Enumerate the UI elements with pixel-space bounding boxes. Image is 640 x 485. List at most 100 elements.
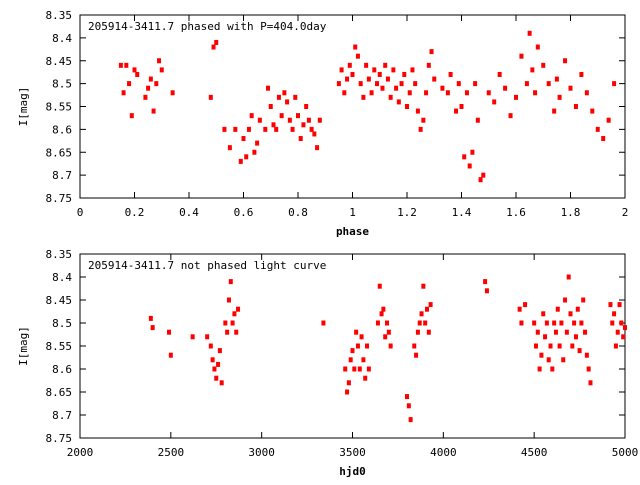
phased-data-point (527, 30, 532, 36)
phased-data-point (304, 104, 309, 109)
unphased-data-point (553, 329, 558, 335)
phased-x-tick-label: 2 (622, 206, 629, 219)
phased-data-point (135, 71, 140, 77)
unphased-data-point (584, 352, 589, 358)
phased-data-point (276, 94, 281, 100)
unphased-data-point (533, 343, 538, 349)
phased-data-point (573, 104, 578, 109)
unphased-data-point (623, 325, 627, 331)
phased-data-point (612, 81, 617, 87)
phased-data-point (478, 177, 483, 183)
unphased-y-tick-label: 8.4 (52, 271, 72, 284)
phased-data-point (222, 126, 227, 132)
phased-data-point (402, 71, 407, 77)
phased-data-point (426, 62, 431, 68)
phased-data-point (252, 149, 257, 155)
phased-data-point (391, 67, 396, 73)
phased-data-point (481, 172, 486, 178)
unphased-data-point (210, 357, 215, 363)
phased-light-curve-panel: 205914-3411.7 phased with P=404.0day pha… (17, 9, 628, 238)
phased-data-point (214, 39, 219, 45)
unphased-data-point (566, 274, 571, 280)
unphased-plot-title: 205914-3411.7 not phased light curve (88, 259, 326, 272)
unphased-data-point (570, 343, 575, 349)
unphased-data-point (226, 297, 231, 303)
unphased-data-point (405, 394, 409, 400)
unphased-data-point (345, 389, 350, 395)
phased-data-point (249, 113, 254, 119)
unphased-data-point (236, 306, 241, 312)
phased-data-point (552, 108, 557, 114)
unphased-data-point (361, 357, 366, 363)
unphased-x-tick-label: 3500 (339, 446, 366, 459)
phased-data-point (456, 81, 461, 87)
phased-x-tick-label: 1.6 (506, 206, 526, 219)
unphased-data-point (575, 306, 580, 312)
phased-data-point (464, 90, 469, 96)
phased-data-point (257, 117, 262, 123)
phased-data-point (584, 90, 589, 96)
unphased-data-point (586, 366, 591, 372)
unphased-data-point (561, 357, 566, 363)
phased-data-point (380, 85, 385, 91)
phased-data-point (475, 117, 480, 123)
phased-data-point (274, 126, 279, 132)
unphased-data-point (483, 279, 488, 285)
unphased-y-tick-label: 8.6 (52, 363, 72, 376)
phased-data-point (530, 67, 535, 73)
phased-x-tick-label: 0.8 (288, 206, 308, 219)
unphased-data-point (588, 380, 593, 386)
unphased-light-curve-panel: 205914-3411.7 not phased light curve hjd… (17, 248, 638, 478)
phased-data-point (287, 117, 292, 123)
unphased-y-tick-label: 8.35 (46, 248, 73, 261)
phased-data-point (211, 44, 216, 50)
phased-data-point (315, 145, 320, 151)
unphased-data-point (484, 288, 489, 294)
phased-x-axis-label: phase (336, 225, 369, 238)
unphased-data-points (148, 274, 627, 423)
unphased-data-point (517, 306, 522, 312)
phased-data-point (514, 94, 518, 100)
phased-data-point (424, 90, 429, 96)
unphased-data-point (423, 320, 428, 326)
phased-data-point (394, 85, 399, 91)
unphased-data-point (212, 366, 217, 372)
phased-data-point (445, 90, 450, 96)
phased-y-tick-label: 8.7 (52, 169, 72, 182)
phased-data-point (533, 90, 538, 96)
phased-y-tick-label: 8.45 (46, 55, 73, 68)
phased-data-point (121, 90, 126, 96)
phased-data-point (383, 62, 388, 68)
phased-data-point (255, 140, 260, 146)
phased-data-point (241, 136, 246, 142)
phased-data-point (410, 67, 415, 73)
unphased-data-point (563, 297, 568, 303)
unphased-data-point (386, 329, 391, 335)
unphased-data-point (228, 279, 233, 285)
phased-x-ticks: 0 0.2 0.4 0.6 0.8 1 1.2 1.4 1.6 1.8 2 (77, 15, 629, 219)
unphased-data-point (612, 311, 617, 317)
phased-data-point (375, 81, 380, 87)
phased-data-point (405, 104, 409, 109)
phased-data-point (590, 108, 595, 114)
phased-data-point (132, 67, 137, 73)
unphased-data-point (214, 375, 219, 381)
unphased-data-point (234, 329, 239, 335)
unphased-data-point (537, 366, 542, 372)
unphased-data-point (519, 320, 524, 326)
phased-data-point (486, 90, 491, 96)
unphased-data-point (546, 357, 551, 363)
unphased-data-point (581, 297, 586, 303)
phased-data-point (541, 62, 546, 68)
unphased-data-point (564, 329, 569, 335)
phased-data-point (146, 85, 151, 91)
phased-data-point (279, 113, 284, 119)
unphased-x-axis-label: hjd0 (339, 465, 366, 478)
unphased-data-point (377, 283, 382, 289)
unphased-x-tick-label: 4000 (430, 446, 457, 459)
phased-data-point (418, 126, 423, 132)
phased-data-point (462, 154, 467, 160)
unphased-data-point (388, 343, 393, 349)
